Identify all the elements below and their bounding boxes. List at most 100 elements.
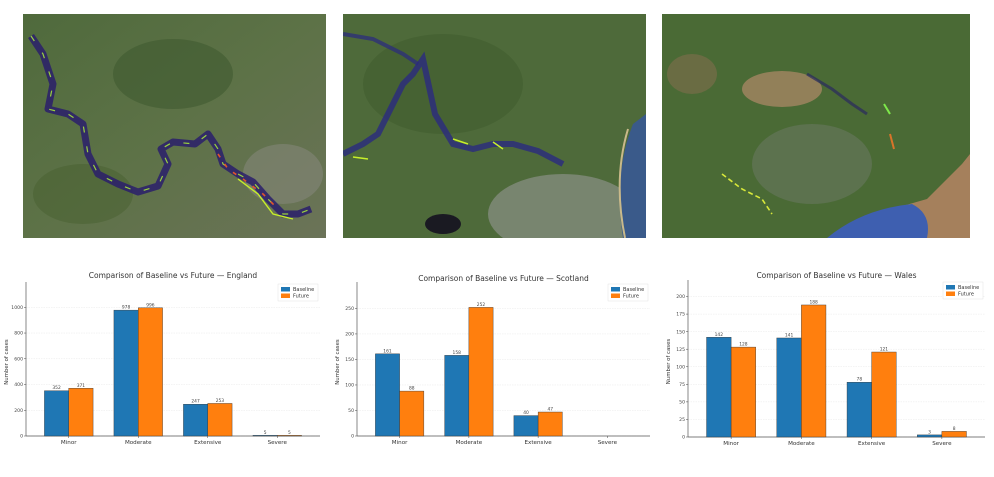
chart-england: Comparison of Baseline vs Future — Engla… [0,266,330,456]
bar-value-label: 40 [523,410,529,416]
chart-scotland: Comparison of Baseline vs Future — Scotl… [330,266,660,456]
bar-baseline [375,353,400,437]
legend-label: Future [293,294,309,300]
legend-swatch-baseline [946,285,955,290]
legend-label: Baseline [293,287,314,293]
bar-value-label: 88 [409,386,415,392]
x-tick-label: Moderate [788,441,815,447]
bar-value-label: 247 [191,399,200,405]
y-tick-label: 100 [345,383,354,389]
legend-label: Future [623,294,639,300]
bar-baseline [444,355,470,437]
bar-future [871,351,897,438]
bar-value-label: 252 [477,302,486,308]
satellite-image [23,14,326,238]
y-tick-label: 100 [676,364,685,370]
bar-value-label: 47 [547,407,553,413]
y-tick-label: 25 [679,417,685,423]
legend-label: Future [958,292,974,298]
legend-swatch-future [611,293,620,298]
map-wales [662,14,970,238]
x-tick-label: Minor [61,440,77,446]
bar-value-label: 253 [216,398,225,404]
bar-value-label: 78 [857,377,863,383]
bar-value-label: 352 [52,385,61,391]
bar-value-label: 5 [288,430,291,436]
bar-value-label: 371 [77,383,86,389]
y-tick-label: 50 [679,399,685,405]
x-tick-label: Minor [723,441,739,447]
map-scotland [343,14,646,238]
x-tick-label: Extensive [194,440,222,446]
chart-title: Comparison of Baseline vs Future — Scotl… [418,274,589,283]
bar-value-label: 161 [383,348,392,354]
y-tick-label: 0 [20,434,23,440]
y-axis-label: Number of cases [335,339,341,385]
bar-value-label: 158 [453,350,462,356]
x-tick-label: Moderate [125,440,152,446]
legend-swatch-baseline [611,287,620,292]
satellite-image [343,14,646,238]
x-tick-label: Extensive [525,440,553,446]
y-tick-label: 1000 [11,305,23,311]
y-tick-label: 50 [348,408,354,414]
bar-baseline [44,390,69,437]
bar-value-label: 978 [122,305,131,311]
y-tick-label: 400 [14,382,23,388]
bar-baseline [846,382,872,438]
x-tick-label: Minor [392,440,408,446]
y-tick-label: 0 [351,434,354,440]
y-axis-label: Number of cases [4,339,10,385]
bar-future [138,307,163,437]
y-tick-label: 250 [345,306,354,312]
bar-value-label: 128 [739,342,748,348]
bar-value-label: 121 [880,347,889,353]
chart-wales: Comparison of Baseline vs Future — Wales… [660,266,994,456]
bar-chart: Comparison of Baseline vs Future — Engla… [4,271,320,446]
bar-future [537,411,563,437]
bar-value-label: 3 [928,429,931,435]
y-tick-label: 0 [682,435,685,441]
legend-label: Baseline [958,285,979,291]
y-tick-label: 200 [14,408,23,414]
y-tick-label: 175 [676,312,685,318]
x-tick-label: Moderate [456,440,483,446]
y-axis-label: Number of cases [666,339,672,385]
bar-future [207,403,233,437]
bar-value-label: 8 [953,426,956,432]
bar-value-label: 996 [146,302,155,308]
bar-chart: Comparison of Baseline vs Future — Scotl… [335,274,650,446]
bar-chart: Comparison of Baseline vs Future — Wales… [666,271,985,447]
bar-future [277,435,302,437]
bar-baseline [183,404,208,437]
bar-value-label: 141 [785,332,794,338]
chart-title: Comparison of Baseline vs Future — Wales [756,271,916,280]
y-tick-label: 800 [14,331,23,337]
bar-value-label: 188 [809,299,818,305]
legend-swatch-future [281,293,290,298]
bar-future [399,390,425,437]
bar-future [730,346,756,438]
bar-baseline [706,337,732,438]
bar-future [68,388,94,437]
x-tick-label: Severe [598,440,618,446]
satellite-image [662,14,970,238]
legend-label: Baseline [623,287,644,293]
y-tick-label: 150 [676,329,685,335]
legend-swatch-baseline [281,287,290,292]
y-tick-label: 200 [676,294,685,300]
map-england [23,14,326,238]
y-tick-label: 125 [676,347,685,353]
chart-title: Comparison of Baseline vs Future — Engla… [89,271,258,280]
x-tick-label: Extensive [858,441,886,447]
bar-value-label: 142 [715,332,724,338]
bar-future [801,304,827,438]
legend-swatch-future [946,291,955,296]
bar-future [941,431,967,438]
y-tick-label: 75 [679,382,685,388]
bar-value-label: 5 [264,430,267,436]
bar-future [468,307,494,437]
x-tick-label: Severe [268,440,288,446]
